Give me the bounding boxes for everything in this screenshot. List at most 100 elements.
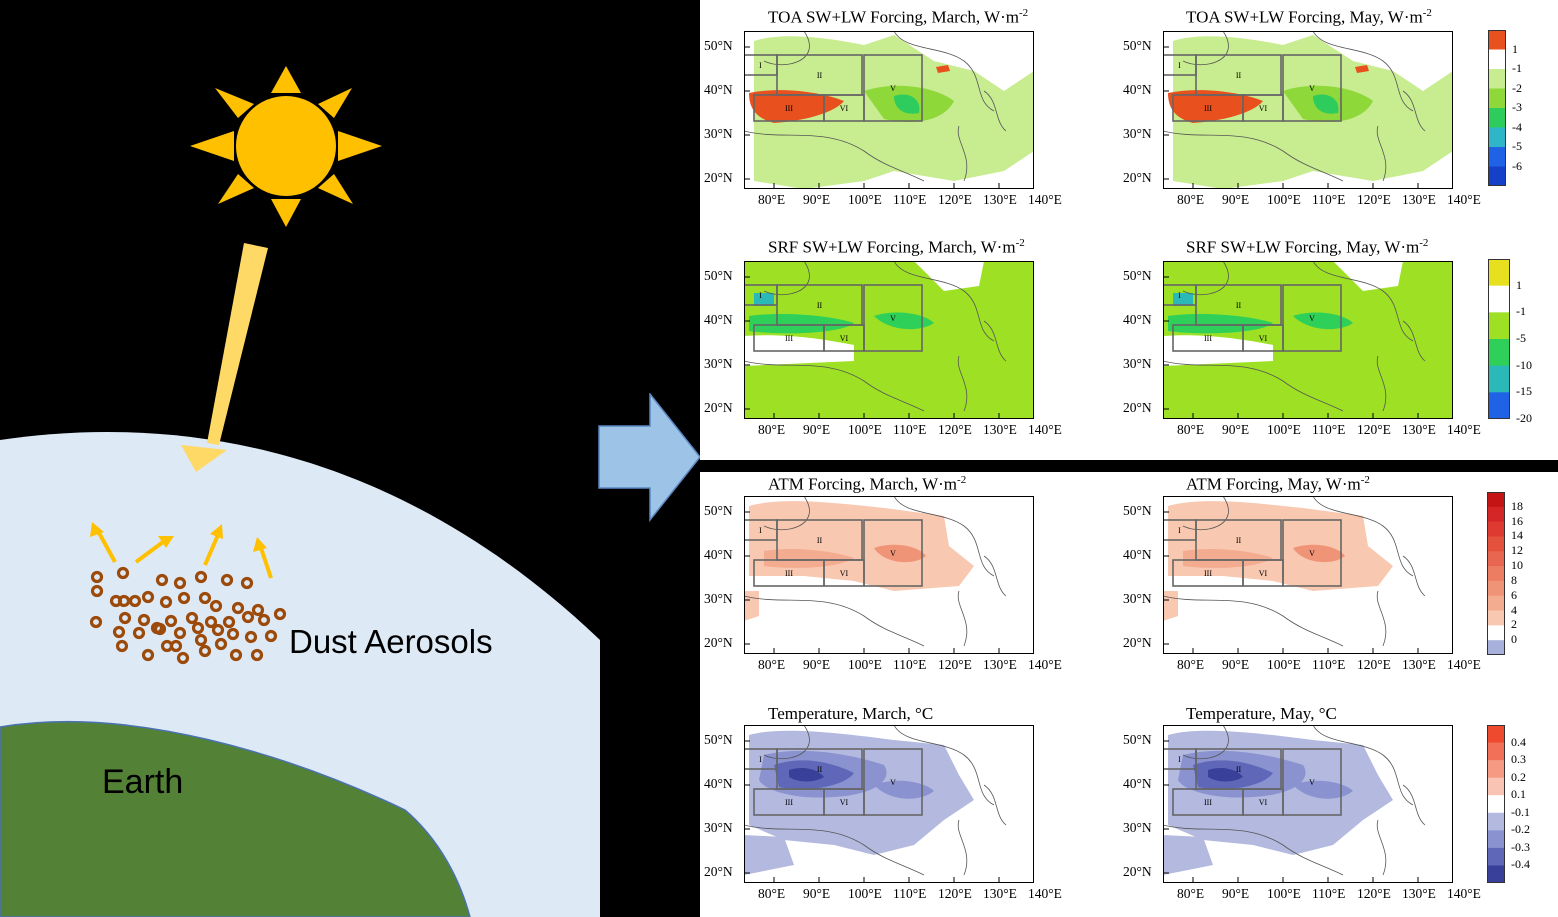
dust-particle xyxy=(185,611,199,625)
dust-particle xyxy=(137,613,151,627)
colorbar-swatch xyxy=(1488,392,1510,419)
lat-tick-label: 20°N xyxy=(1123,864,1152,879)
colorbar-swatch xyxy=(1487,610,1505,626)
lat-tick-label: 40°N xyxy=(704,547,733,562)
lat-tick-label: 40°N xyxy=(1123,776,1152,791)
lat-tick-label: 20°N xyxy=(704,864,733,879)
lat-tick-label: 40°N xyxy=(1123,82,1152,97)
region-label: I xyxy=(759,291,762,300)
panel-title-atm-may: ATM Forcing, May, W·m-2 xyxy=(1186,474,1370,495)
colorbar-label: -6 xyxy=(1512,158,1522,173)
panel-title-text: Temperature, May, °C xyxy=(1186,704,1337,723)
lat-tick-label: 30°N xyxy=(704,126,733,141)
lon-tick-label: 110°E xyxy=(893,192,927,207)
lat-tick-label: 30°N xyxy=(1123,126,1152,141)
lat-tick-label: 40°N xyxy=(704,776,733,791)
region-label: II xyxy=(817,301,823,310)
colorbar-swatch xyxy=(1488,88,1506,109)
lon-tick-label: 80°E xyxy=(758,422,786,437)
lon-tick-label: 120°E xyxy=(1357,886,1391,901)
coastline xyxy=(1163,496,1426,647)
lon-tick-label: 130°E xyxy=(1402,192,1436,207)
map-frame xyxy=(744,261,1034,419)
map-frame xyxy=(1163,261,1453,419)
lon-tick-label: 110°E xyxy=(1312,422,1346,437)
results-panel: TOA SW+LW Forcing, March, W·m-2 I II III VI V… xyxy=(700,0,1558,917)
lon-tick-label: 140°E xyxy=(1028,886,1062,901)
region-label: I xyxy=(1178,291,1181,300)
lon-tick-label: 80°E xyxy=(1177,192,1205,207)
panel-title-atm-march: ATM Forcing, March, W·m-2 xyxy=(768,474,966,495)
region-label: III xyxy=(785,104,793,113)
lat-tick-label: 20°N xyxy=(704,170,733,185)
colorbar-label: 14 xyxy=(1511,528,1523,543)
region-label: V xyxy=(1309,778,1315,787)
dust-particle xyxy=(90,584,104,598)
colorbar-swatch xyxy=(1488,30,1506,50)
lon-tick-label: 120°E xyxy=(1357,422,1391,437)
region-label: I xyxy=(759,526,762,535)
colorbar-label: 6 xyxy=(1511,587,1517,602)
colorbar-swatch xyxy=(1487,742,1505,761)
lon-tick-label: 140°E xyxy=(1447,657,1481,672)
panel-title-srf-may: SRF SW+LW Forcing, May, W·m-2 xyxy=(1186,237,1428,258)
lon-tick-label: 130°E xyxy=(1402,886,1436,901)
dust-particle xyxy=(128,594,142,608)
region-box xyxy=(1282,519,1342,587)
region-label: VI xyxy=(840,334,849,343)
dust-particle xyxy=(273,607,287,621)
lon-tick-label: 110°E xyxy=(893,422,927,437)
lon-tick-label: 120°E xyxy=(1357,192,1391,207)
colorbar-label: 16 xyxy=(1511,513,1523,528)
dust-particles xyxy=(89,566,287,665)
region-label: III xyxy=(785,334,793,343)
field-contour xyxy=(1355,65,1369,73)
region-label: II xyxy=(1236,71,1242,80)
colorbar-swatch xyxy=(1488,127,1506,148)
colorbar-label: 12 xyxy=(1511,543,1523,558)
field-contour xyxy=(1173,293,1193,306)
dust-particle xyxy=(89,615,103,629)
dust-particle xyxy=(198,591,212,605)
map-frame xyxy=(1163,31,1453,189)
region-label: III xyxy=(785,798,793,807)
colorbar-label: -10 xyxy=(1516,357,1532,372)
colorbar-label: 0.4 xyxy=(1511,734,1526,749)
region-box xyxy=(863,519,923,587)
dust-particle xyxy=(194,570,208,584)
colorbar-swatch xyxy=(1488,49,1506,70)
colorbar-toa xyxy=(1488,30,1506,186)
region-label: II xyxy=(1236,536,1242,545)
region-label: VI xyxy=(1259,334,1268,343)
field-contour xyxy=(1163,591,1178,621)
lat-tick-label: 50°N xyxy=(1123,38,1152,53)
lon-tick-label: 80°E xyxy=(1177,657,1205,672)
lon-tick-label: 80°E xyxy=(1177,886,1205,901)
region-label: II xyxy=(1236,301,1242,310)
lon-tick-label: 80°E xyxy=(1177,422,1205,437)
field-contour xyxy=(874,312,934,330)
field-contour xyxy=(789,767,824,782)
colorbar-label: 0 xyxy=(1511,632,1517,647)
lon-tick-label: 120°E xyxy=(938,657,972,672)
schematic xyxy=(0,66,600,917)
dust-particle xyxy=(244,630,258,644)
lon-tick-label: 130°E xyxy=(983,657,1017,672)
lon-tick-label: 90°E xyxy=(1222,657,1250,672)
region-label: VI xyxy=(1259,569,1268,578)
lon-tick-label: 110°E xyxy=(1312,657,1346,672)
colorbar-label: -5 xyxy=(1512,139,1522,153)
colorbar-label: -20 xyxy=(1516,411,1532,425)
region-label: V xyxy=(1309,84,1315,93)
lon-tick-label: 100°E xyxy=(1267,886,1301,901)
colorbar-label: -1 xyxy=(1512,61,1522,75)
lon-tick-label: 140°E xyxy=(1447,886,1481,901)
colorbar-label: -1 xyxy=(1516,304,1526,319)
panel-title-text: ATM Forcing, May, W·m xyxy=(1186,474,1361,494)
colorbar-label: -15 xyxy=(1516,384,1532,399)
panel-title-sup: -2 xyxy=(1019,7,1029,19)
region-label: VI xyxy=(840,798,849,807)
panel-title-text: Temperature, March, °C xyxy=(768,704,934,723)
colorbar-swatch xyxy=(1488,365,1510,393)
